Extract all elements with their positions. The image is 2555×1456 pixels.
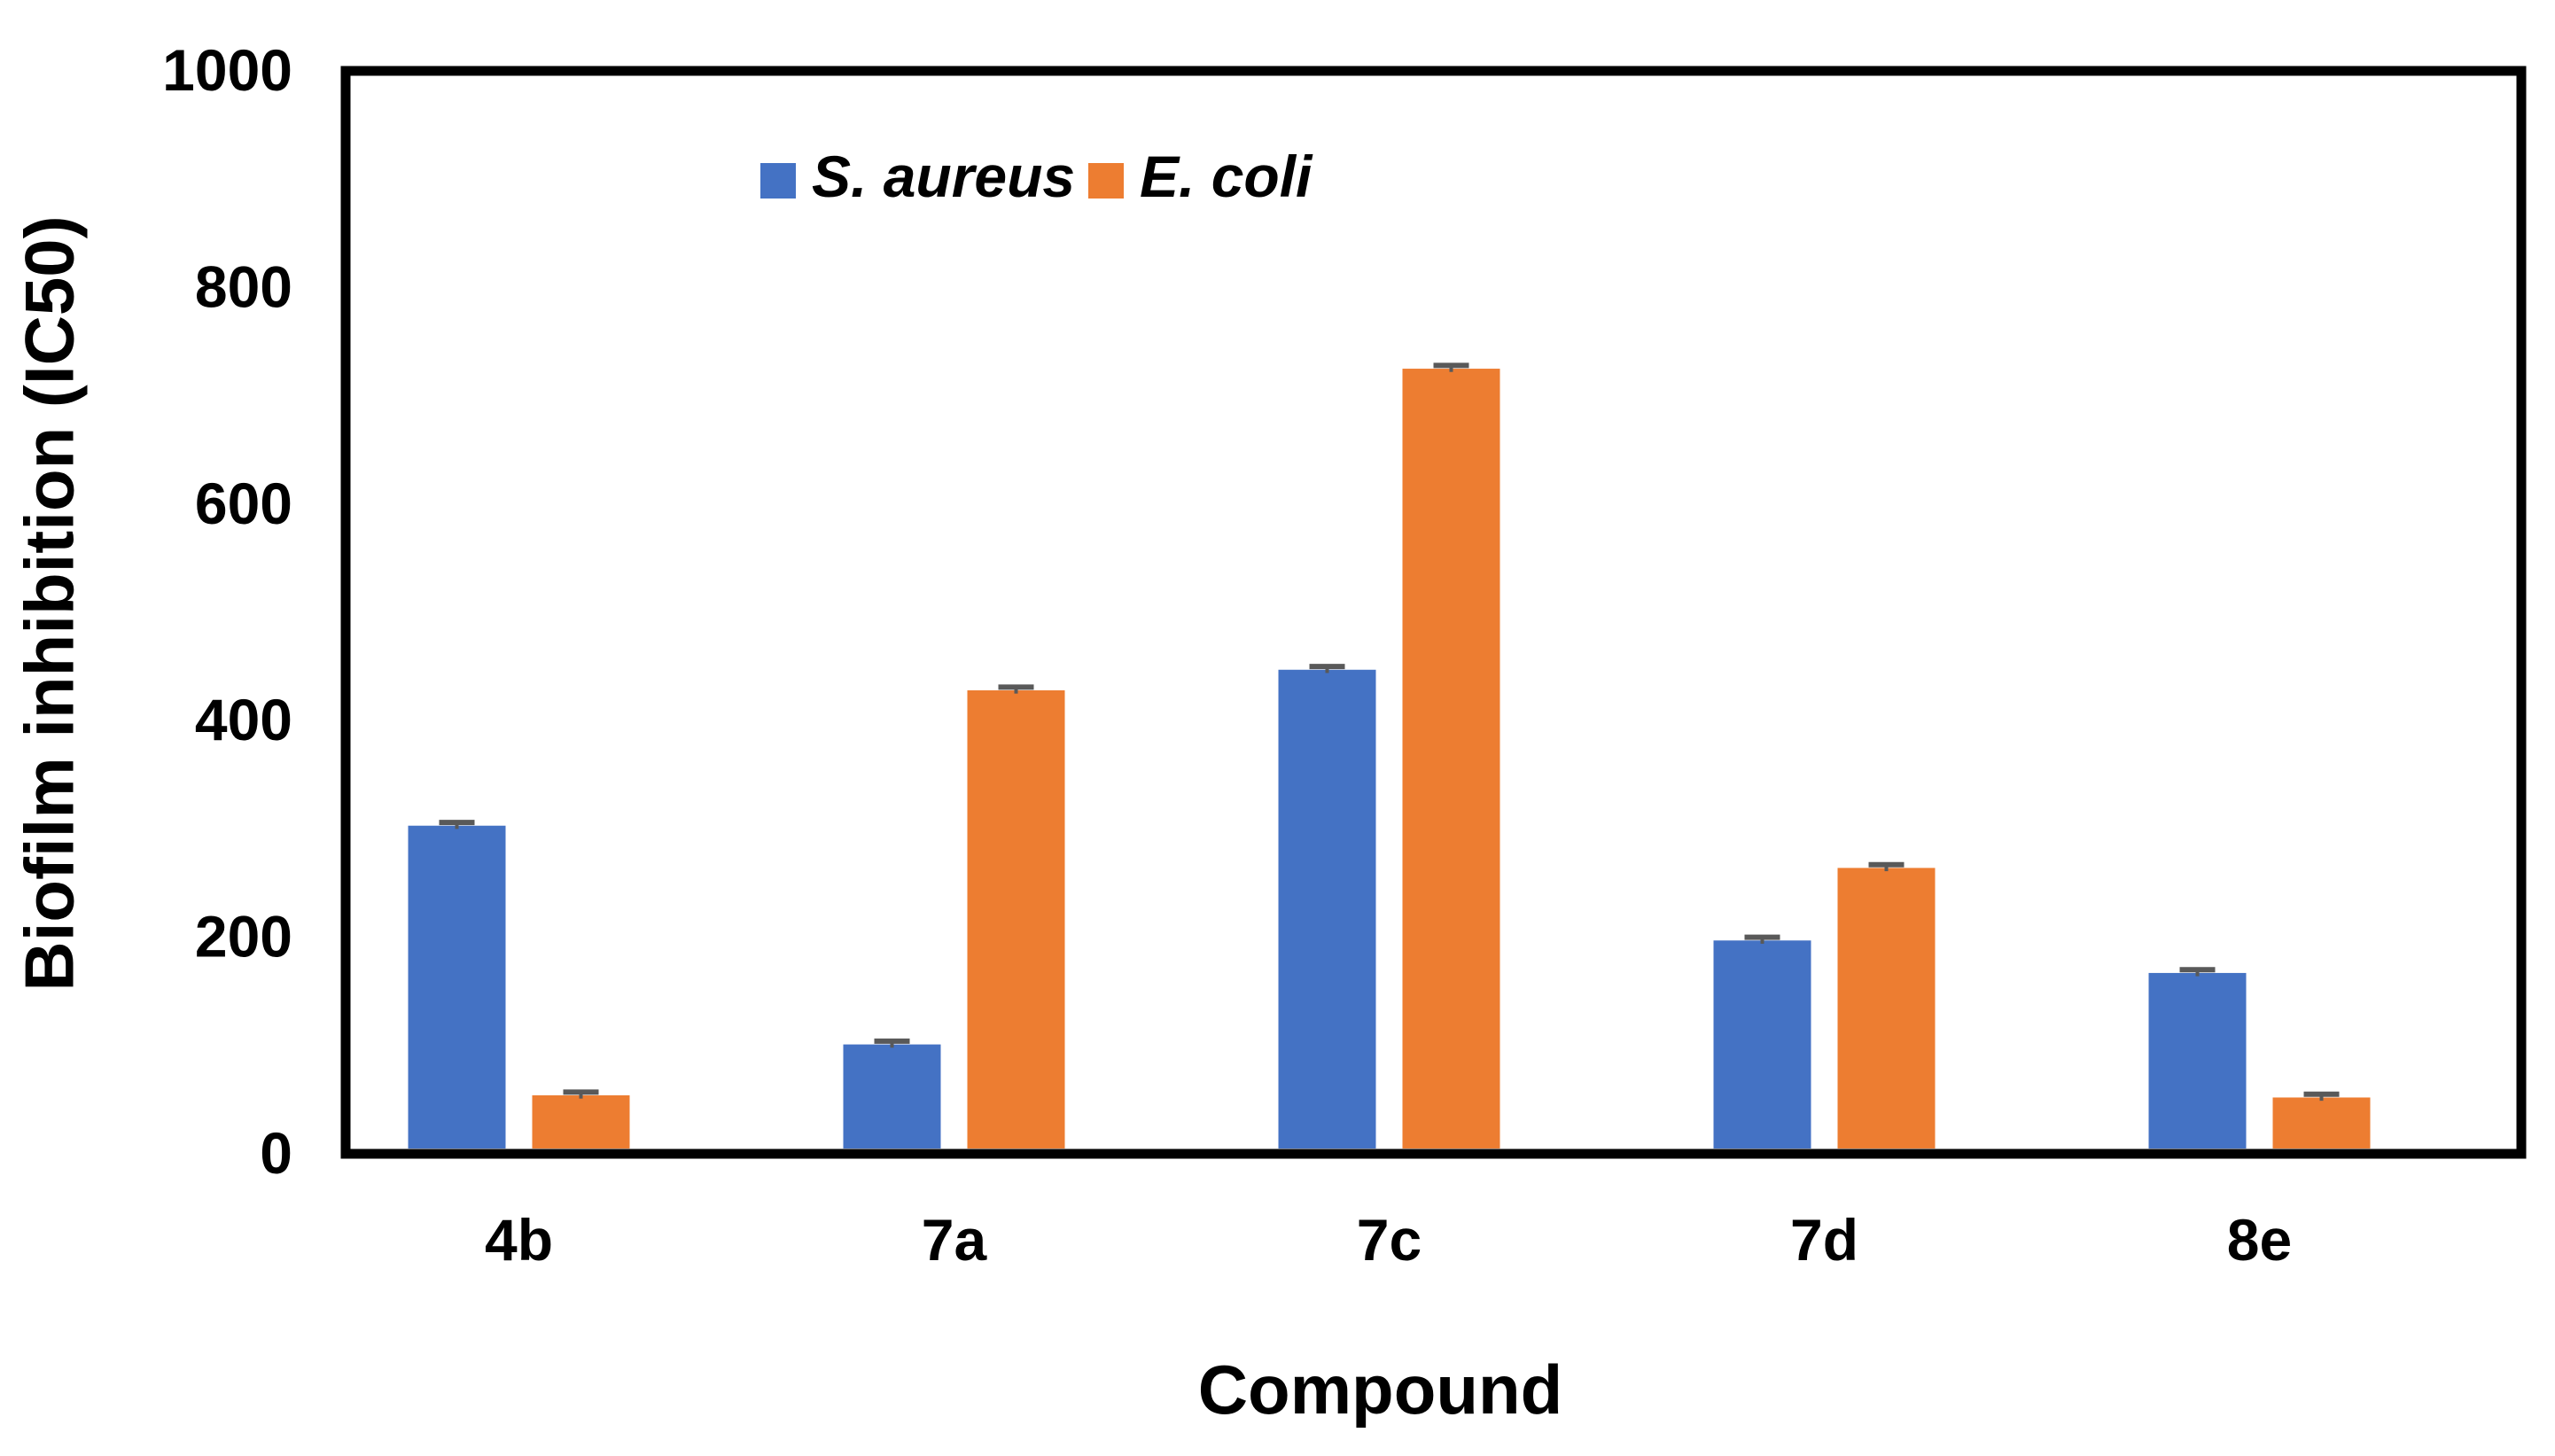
legend: S. aureus E. coli bbox=[760, 144, 1313, 209]
legend-swatch bbox=[1088, 163, 1124, 199]
bar-saureus-7d bbox=[1713, 940, 1811, 1148]
legend-swatch bbox=[760, 163, 796, 199]
bar-ecoli-7c bbox=[1402, 369, 1500, 1148]
bar-ecoli-8e bbox=[2272, 1097, 2371, 1148]
x-tick-label: 7a bbox=[922, 1207, 988, 1273]
y-tick-label: 800 bbox=[195, 253, 292, 319]
x-tick-label: 7d bbox=[1790, 1207, 1858, 1273]
bar-saureus-7c bbox=[1278, 669, 1376, 1148]
legend-label: S. aureus bbox=[812, 144, 1075, 209]
y-tick-label: 200 bbox=[195, 904, 292, 969]
x-axis-title: Compound bbox=[1198, 1351, 1563, 1429]
y-tick-label: 1000 bbox=[162, 37, 292, 103]
bar-ecoli-7d bbox=[1837, 868, 1936, 1148]
error-bars-layer bbox=[439, 362, 2340, 1102]
legend-label: E. coli bbox=[1140, 144, 1313, 209]
plot-area-frame bbox=[340, 66, 2527, 1159]
y-tick-label: 0 bbox=[260, 1120, 292, 1186]
x-axis-ticks: 4b 7a 7c 7d 8e bbox=[485, 1207, 2292, 1273]
bar-ecoli-4b bbox=[532, 1095, 630, 1148]
y-axis-ticks: 0 200 400 600 800 1000 bbox=[162, 37, 292, 1186]
x-tick-label: 7c bbox=[1357, 1207, 1422, 1273]
bar-ecoli-7a bbox=[967, 689, 1065, 1148]
x-tick-label: 8e bbox=[2227, 1207, 2292, 1273]
bar-saureus-4b bbox=[408, 825, 506, 1148]
y-tick-label: 400 bbox=[195, 687, 292, 752]
bar-saureus-7a bbox=[843, 1044, 941, 1148]
bar-saureus-8e bbox=[2148, 972, 2247, 1148]
y-tick-label: 600 bbox=[195, 471, 292, 536]
x-tick-label: 4b bbox=[485, 1207, 553, 1273]
bars-layer bbox=[408, 369, 2371, 1148]
y-axis-title: Biofilm inhibition (IC50) bbox=[11, 215, 89, 991]
